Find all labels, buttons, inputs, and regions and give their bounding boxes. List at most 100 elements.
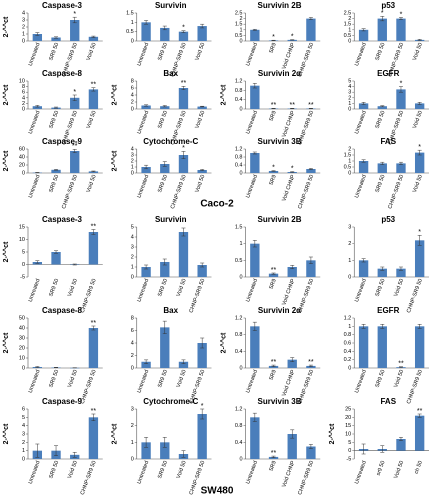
chart-title: Cytochrome-C — [143, 137, 198, 146]
error-bar — [72, 16, 77, 24]
x-tick-label: SR9 50 — [48, 42, 60, 61]
error-bar — [361, 102, 366, 105]
significance: * — [418, 144, 421, 151]
x-tick-label: Void 50 — [412, 174, 424, 193]
y-tick-label: 0.4 — [235, 162, 243, 168]
y-tick-label: 1.2 — [235, 406, 243, 412]
y-tick-label: 2 — [348, 95, 351, 101]
error-bar — [361, 443, 366, 455]
bar — [160, 327, 170, 368]
bar — [51, 169, 61, 173]
y-tick-label: 2 — [131, 99, 134, 105]
x-tick-label: Untreated — [245, 42, 259, 67]
significance: * — [182, 145, 185, 152]
y-tick-label: 4 — [22, 423, 25, 429]
x-tick-label: Untreated — [28, 460, 42, 485]
y-tick-label: 25 — [345, 406, 351, 412]
y-tick-label: 60 — [19, 146, 25, 152]
x-tick-label: CHNP-SR9 50 — [406, 278, 424, 314]
y-axis-label: 2-^^ct — [2, 332, 10, 353]
y-tick-label: 3 — [131, 244, 134, 250]
y-tick-label: 0 — [22, 38, 25, 44]
y-tick-label: 2 — [131, 423, 134, 429]
x-tick-label: Untreated — [28, 278, 42, 303]
x-tick-label: Untreated — [245, 174, 259, 199]
bar — [396, 268, 406, 277]
x-tick-label: CHNP-SR9 50 — [189, 278, 207, 314]
y-tick-label: 0.8 — [235, 423, 243, 429]
y-tick-label: 0.5 — [235, 33, 243, 39]
y-tick-label: 0.6 — [344, 340, 352, 346]
error-bar — [398, 366, 403, 368]
y-tick-label: 2 — [239, 16, 242, 22]
bar — [250, 243, 260, 277]
significance: * — [201, 403, 204, 410]
y-tick-label: 2.5 — [344, 10, 352, 16]
bar — [88, 89, 99, 109]
significance: * — [381, 10, 384, 17]
error-bar — [361, 28, 366, 32]
error-bar — [35, 105, 40, 108]
chart-title: Survivin — [155, 215, 187, 224]
significance: ** — [417, 408, 423, 415]
bar — [197, 106, 207, 109]
bar — [358, 260, 369, 277]
error-bar — [200, 169, 205, 171]
chart-title: Survivin — [155, 1, 187, 10]
y-tick-label: 10 — [19, 78, 25, 84]
x-tick-label: SR9 — [268, 110, 277, 122]
chart-title: Survivin 2α — [258, 69, 301, 78]
significance: * — [182, 25, 185, 32]
x-tick-label: SR9 50 — [157, 110, 169, 129]
bar — [160, 442, 170, 459]
y-tick-label: 0.2 — [344, 357, 352, 363]
y-tick-label: 0 — [348, 106, 351, 112]
significance: ** — [308, 102, 314, 109]
error-bar — [271, 272, 276, 275]
x-tick-label: SR9 — [268, 174, 277, 186]
x-tick-label: Untreated — [136, 278, 150, 303]
error-bar — [361, 258, 366, 263]
y-tick-label: 30 — [19, 335, 25, 341]
y-tick-label: 1 — [348, 101, 351, 107]
y-tick-label: 0 — [239, 365, 242, 371]
x-tick-label: Void 50 — [412, 42, 424, 61]
significance: * — [272, 164, 275, 171]
significance: ** — [398, 361, 404, 368]
y-tick-label: 0 — [131, 456, 134, 462]
y-tick-label: 4 — [22, 95, 25, 101]
chart-title: Caspase-3 — [42, 215, 83, 224]
bar — [160, 27, 170, 41]
y-tick-label: 3 — [131, 406, 134, 412]
y-tick-label: 3 — [22, 17, 25, 23]
y-tick-label: 10 — [345, 431, 351, 437]
bar — [250, 326, 260, 368]
chart-title: Caspase-8 — [42, 69, 83, 78]
error-bar — [290, 429, 295, 439]
bar — [306, 169, 316, 173]
error-bar — [54, 250, 59, 254]
chart-title: Survivin 3B — [257, 137, 301, 146]
y-tick-label: 5 — [131, 224, 134, 230]
error-bar — [162, 437, 167, 448]
y-tick-label: 3 — [348, 90, 351, 96]
x-tick-label: Void CHNP — [281, 174, 296, 203]
x-tick-label: CHNP-SR9 50 — [80, 369, 98, 405]
x-tick-label: CHNP-SR9 50 — [297, 174, 315, 210]
error-bar — [91, 325, 96, 331]
y-axis-label: 2-^^ct — [111, 423, 119, 444]
y-tick-label: 0.5 — [344, 33, 352, 39]
bar — [358, 29, 369, 41]
error-bar — [361, 159, 366, 163]
chart-title: Survivin 2B — [257, 1, 301, 10]
x-tick-label: SR9 50 — [157, 42, 169, 61]
y-tick-label: 6 — [22, 90, 25, 96]
bar — [141, 361, 151, 368]
x-tick-label: Void 50 — [393, 460, 405, 479]
error-bar — [361, 324, 366, 329]
significance: ** — [91, 82, 97, 89]
error-bar — [417, 39, 422, 41]
x-tick-label: SR9 50 — [157, 369, 169, 388]
y-tick-label: 20 — [19, 162, 25, 168]
bar — [268, 171, 279, 173]
